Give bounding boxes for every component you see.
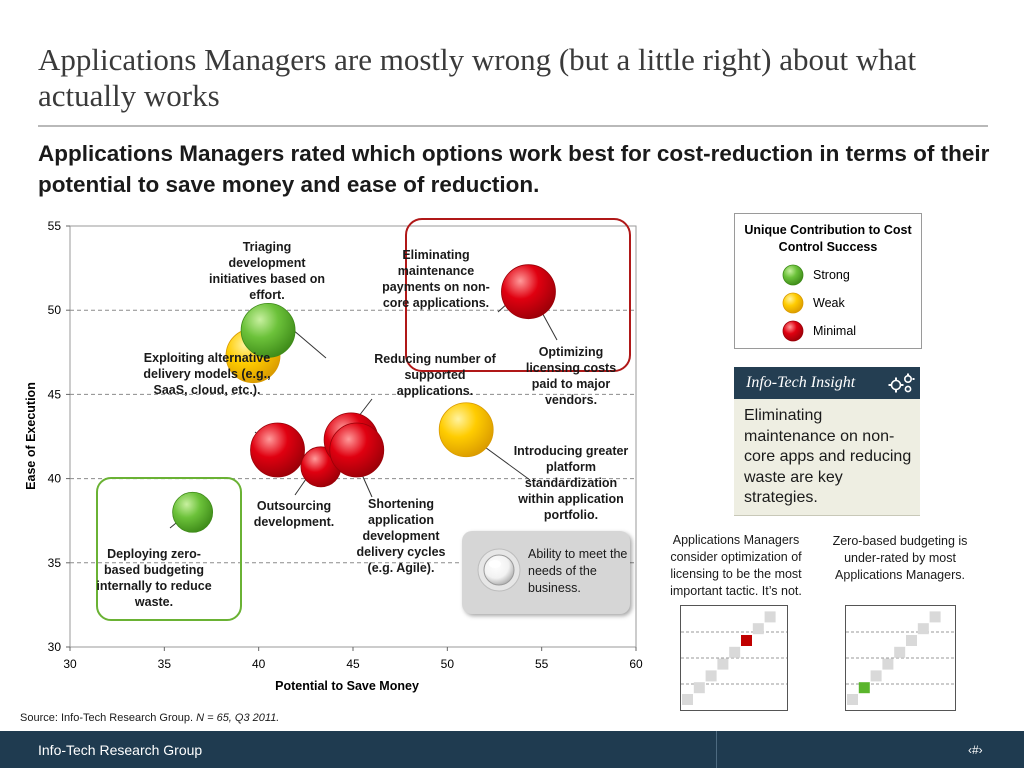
mini-chart-1 — [680, 605, 788, 711]
x-axis-label: Potential to Save Money — [275, 679, 419, 693]
pearl-bubble-icon — [477, 548, 521, 592]
mini-chart-1-caption: Applications Managers consider optimizat… — [670, 533, 802, 598]
footer-org-name: Info-Tech Research Group — [38, 742, 203, 758]
insight-box: Eliminating maintenance on non-core apps… — [734, 399, 920, 516]
mini-chart-2-caption: Zero-based budgeting is under-rated by m… — [832, 534, 968, 582]
bubble-2-minimal — [501, 264, 556, 320]
legend-minimal-swatch — [782, 320, 804, 342]
x-tick-label: 35 — [158, 657, 172, 671]
x-tick-label: 40 — [252, 657, 266, 671]
y-axis-ticks: 30 35 40 45 50 55 — [48, 219, 70, 654]
mini-step — [847, 694, 858, 705]
insight-header: Info-Tech Insight — [734, 367, 920, 399]
bubble-7-weak — [438, 402, 494, 458]
legend-weak-label: Weak — [813, 296, 845, 310]
mini-step — [693, 682, 705, 694]
title-divider — [38, 125, 988, 127]
mini-step — [929, 611, 941, 623]
footer-divider — [716, 731, 717, 768]
annotation-shortening-cycles: Shortening application development deliv… — [356, 497, 446, 575]
green-highlight-box — [96, 477, 242, 621]
x-tick-label: 30 — [63, 657, 77, 671]
annotation-outsourcing: Outsourcing development. — [253, 499, 335, 529]
legend-weak-swatch — [782, 292, 804, 314]
x-tick-label: 50 — [441, 657, 455, 671]
ability-note-text: Ability to meet the needs of the busines… — [528, 547, 628, 595]
y-axis-label: Ease of Execution — [24, 382, 38, 490]
mini-step — [752, 623, 764, 635]
mini-chart-2 — [845, 605, 956, 711]
y-tick-label: 30 — [48, 640, 62, 654]
source-note: Source: Info-Tech Research Group. N = 65… — [20, 712, 279, 724]
y-tick-label: 50 — [48, 303, 62, 317]
annotation-optimizing-licensing: Optimizing licensing costs paid to major… — [525, 345, 617, 407]
mini-step — [894, 646, 906, 658]
mini-step — [870, 670, 882, 682]
footer-page-number: ‹#› — [968, 743, 983, 757]
legend-title: Unique Contribution to Cost Control Succ… — [744, 223, 912, 254]
mini-step — [705, 670, 717, 682]
source-prefix: Source: Info-Tech Research Group. — [20, 712, 197, 724]
bubble-6-minimal — [329, 422, 385, 478]
mini-step — [729, 646, 741, 658]
gears-icon — [888, 373, 915, 393]
x-axis-ticks: 30 35 40 45 50 55 60 — [63, 647, 643, 671]
insight-text: Eliminating maintenance on non-core apps… — [744, 407, 912, 506]
annotation-eliminating-maintenance: Eliminating maintenance payments on non-… — [382, 248, 490, 310]
bubble-chart: 30 35 40 45 50 55 60 30 35 40 45 50 55 Potential to… — [24, 218, 643, 693]
bubble-3-minimal — [250, 422, 305, 478]
y-tick-label: 35 — [48, 556, 62, 570]
bubbles — [172, 264, 556, 533]
bubble-8-strong — [172, 491, 214, 533]
x-tick-label: 55 — [535, 657, 549, 671]
annotation-platform-standardization: Introducing greater platform standardiza… — [513, 444, 629, 522]
mini-highlight-step — [741, 635, 752, 646]
annotation-zero-based-budgeting: Deploying zero-based budgeting internall… — [96, 547, 212, 609]
red-highlight-box — [405, 218, 631, 372]
legend-minimal-label: Minimal — [813, 324, 857, 338]
footer-bar: Info-Tech Research Group ‹#› — [0, 731, 1024, 768]
legend-strong-swatch — [782, 264, 804, 286]
x-tick-label: 60 — [629, 657, 643, 671]
mini-chart-2-steps — [847, 611, 941, 705]
annotation-reducing-applications: Reducing number of supported application… — [374, 352, 496, 398]
mini-step — [906, 635, 917, 646]
x-tick-label: 45 — [346, 657, 360, 671]
insight-title: Info-Tech Insight — [746, 374, 856, 391]
ability-note-box: Ability to meet the needs of the busines… — [462, 531, 630, 614]
mini-step — [717, 658, 729, 670]
legend: Unique Contribution to Cost Control Succ… — [734, 213, 922, 349]
annotation-triaging: Triaging development initiatives based o… — [208, 240, 325, 302]
mini-step — [882, 658, 894, 670]
source-detail: N = 65, Q3 2011. — [196, 712, 280, 724]
mini-chart-1-steps — [682, 611, 776, 705]
y-tick-label: 55 — [48, 219, 62, 233]
page-subtitle: Applications Managers rated which option… — [38, 141, 990, 197]
y-tick-label: 40 — [48, 472, 62, 486]
mini-step — [764, 611, 776, 623]
page-title: Applications Managers are mostly wrong (… — [38, 42, 917, 113]
mini-highlight-step — [858, 682, 870, 694]
y-tick-label: 45 — [48, 387, 62, 401]
bubble-1-strong — [240, 303, 296, 358]
mini-step — [682, 694, 693, 705]
legend-strong-label: Strong — [813, 268, 850, 282]
annotation-exploiting-delivery-models: Exploiting alternative delivery models (… — [143, 351, 271, 397]
mini-step — [917, 623, 929, 635]
